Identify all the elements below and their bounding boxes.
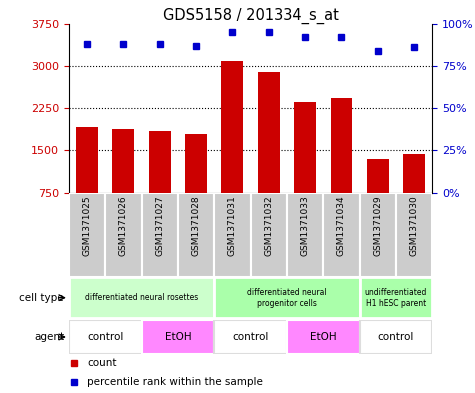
Text: differentiated neural rosettes: differentiated neural rosettes (85, 293, 198, 302)
Bar (360, 277, 432, 318)
Bar (360, 320, 432, 354)
Bar (287, 320, 360, 354)
Text: control: control (232, 332, 269, 342)
Text: count: count (87, 358, 116, 367)
Text: control: control (378, 332, 414, 342)
Text: GSM1371032: GSM1371032 (264, 195, 273, 256)
Bar (76, 127, 98, 193)
Text: GSM1371028: GSM1371028 (191, 195, 200, 256)
Bar (251, 193, 287, 277)
Bar (258, 72, 280, 193)
Bar (221, 61, 243, 193)
Text: undifferentiated
H1 hESC parent: undifferentiated H1 hESC parent (365, 288, 427, 308)
Text: EtOH: EtOH (164, 332, 191, 342)
Bar (294, 102, 316, 193)
Text: cell type: cell type (19, 293, 64, 303)
Text: control: control (87, 332, 124, 342)
Bar (403, 154, 425, 193)
Text: GSM1371031: GSM1371031 (228, 195, 237, 256)
Text: agent: agent (34, 332, 64, 342)
Bar (214, 193, 251, 277)
Title: GDS5158 / 201334_s_at: GDS5158 / 201334_s_at (162, 7, 339, 24)
Bar (214, 320, 287, 354)
Bar (360, 193, 396, 277)
Text: GSM1371034: GSM1371034 (337, 195, 346, 256)
Text: EtOH: EtOH (310, 332, 337, 342)
Bar (69, 320, 142, 354)
Bar (142, 193, 178, 277)
Text: GSM1371026: GSM1371026 (119, 195, 128, 256)
Bar (178, 193, 214, 277)
Text: GSM1371027: GSM1371027 (155, 195, 164, 256)
Bar (367, 159, 389, 193)
Bar (396, 193, 432, 277)
Bar (113, 129, 134, 193)
Bar (142, 320, 214, 354)
Text: differentiated neural
progenitor cells: differentiated neural progenitor cells (247, 288, 327, 308)
Text: percentile rank within the sample: percentile rank within the sample (87, 377, 263, 387)
Text: GSM1371033: GSM1371033 (301, 195, 310, 256)
Bar (105, 193, 142, 277)
Text: GSM1371029: GSM1371029 (373, 195, 382, 256)
Bar (287, 193, 323, 277)
Bar (331, 98, 352, 193)
Text: GSM1371025: GSM1371025 (83, 195, 92, 256)
Bar (69, 277, 214, 318)
Text: GSM1371030: GSM1371030 (409, 195, 418, 256)
Bar (149, 130, 171, 193)
Bar (214, 277, 360, 318)
Bar (185, 134, 207, 193)
Bar (69, 193, 105, 277)
Bar (323, 193, 360, 277)
